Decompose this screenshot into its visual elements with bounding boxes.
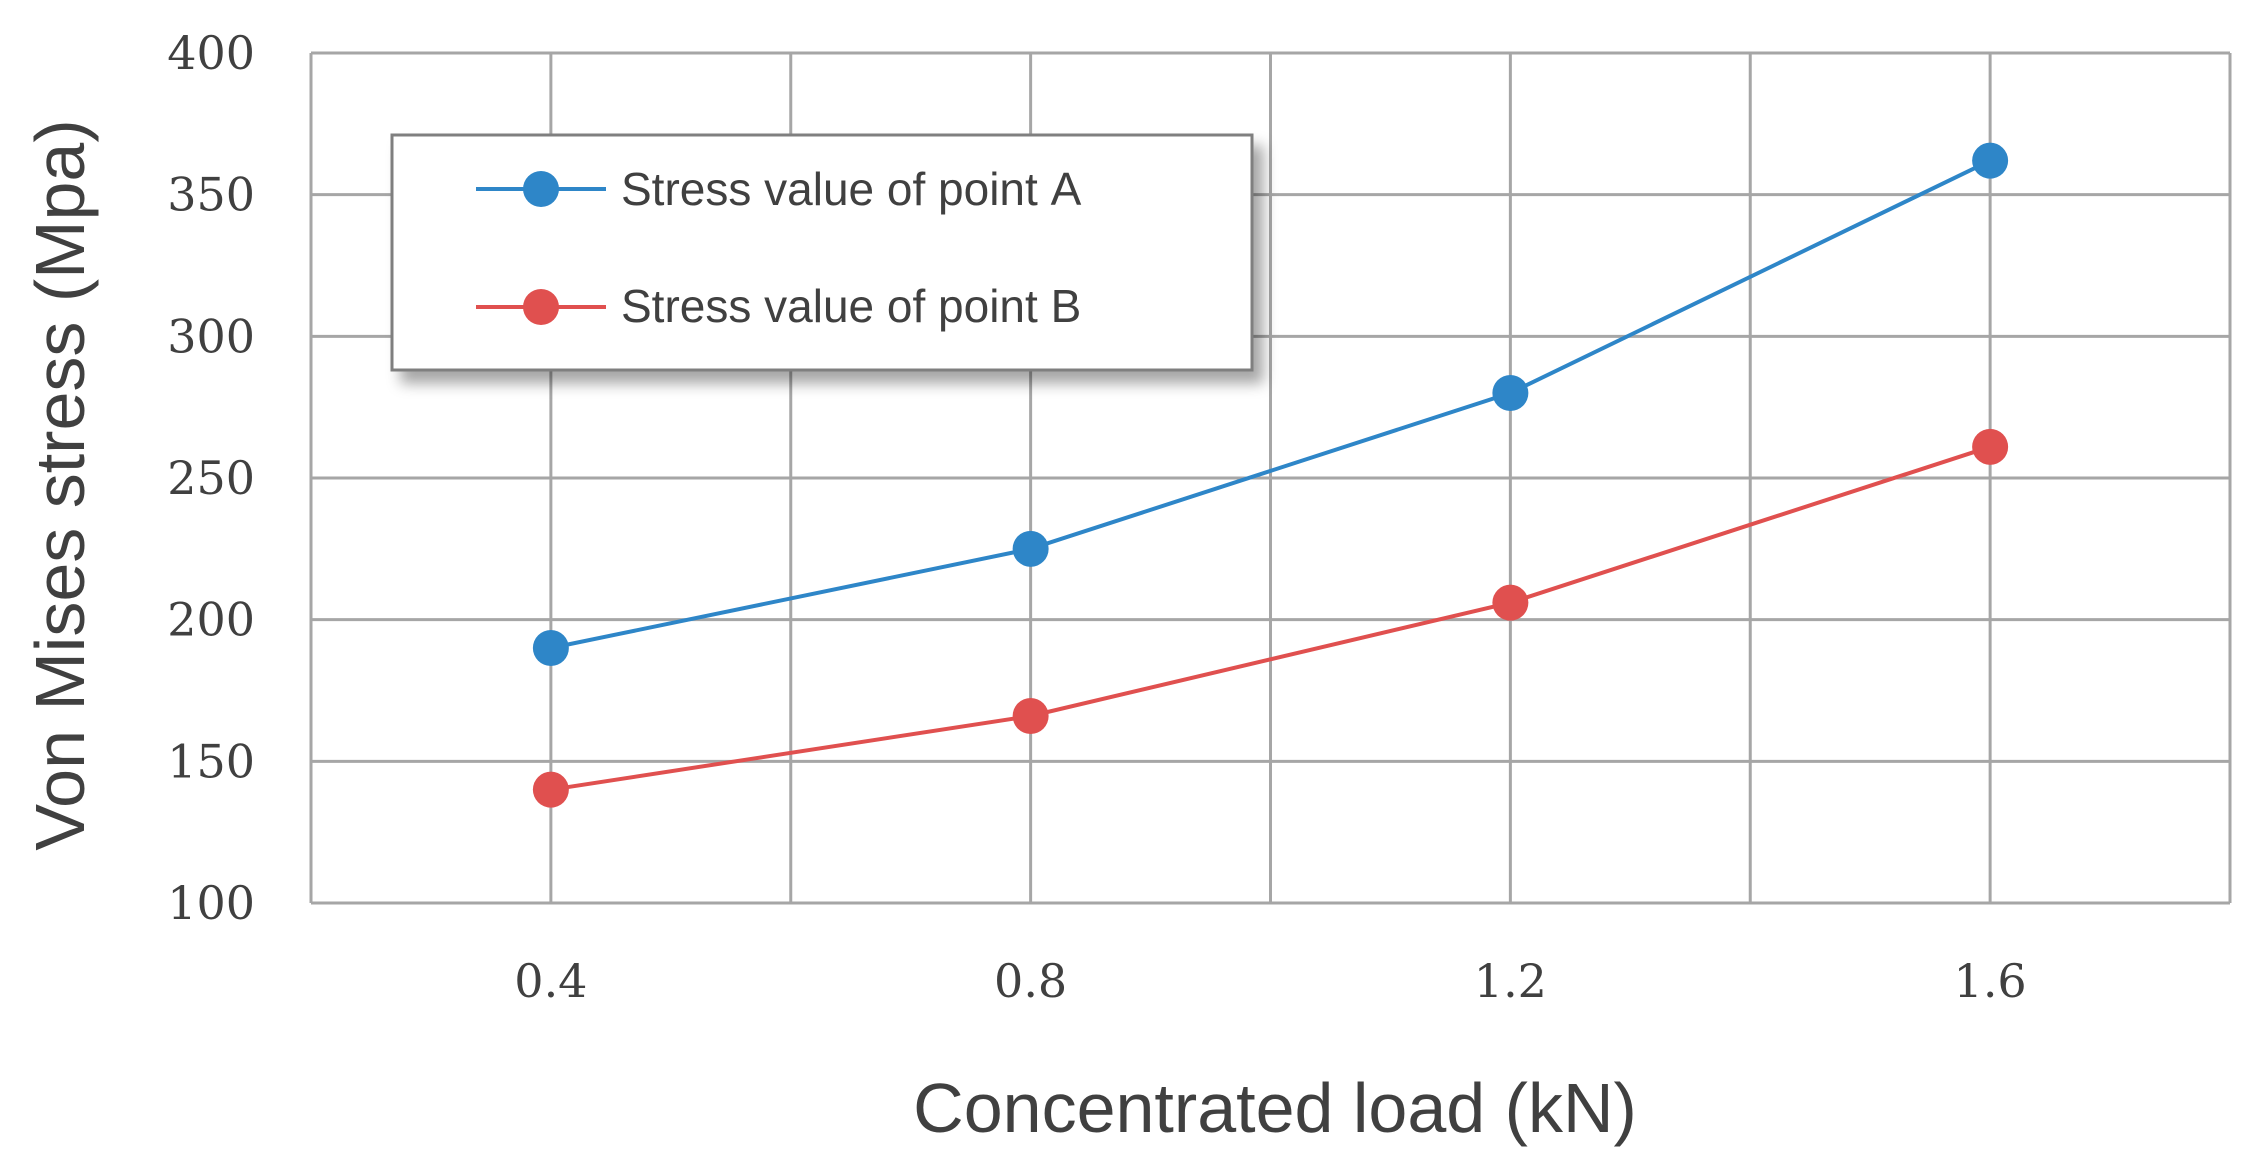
x-tick-label-1.6: 1.6 (1954, 954, 2027, 1008)
x-tick-label-0.4: 0.4 (514, 954, 587, 1008)
series-point-b (532, 428, 2009, 808)
x-axis-title: Concentrated load (kN) (913, 1069, 1637, 1147)
legend-label-a: Stress value of point A (621, 163, 1082, 215)
series-line-a (550, 158, 1991, 650)
x-tick-label-0.8: 0.8 (994, 954, 1067, 1008)
series-line-b (550, 444, 1991, 792)
data-point-a-1.2 (1492, 375, 1529, 411)
y-tick-label-200: 200 (167, 593, 255, 647)
series-group (532, 142, 2009, 808)
legend: Stress value of point A Stress value of … (390, 133, 1254, 372)
legend-marker-a (523, 171, 559, 207)
x-tick-label-1.2: 1.2 (1474, 954, 1547, 1008)
data-point-b-1.6 (1972, 428, 2009, 465)
series-point-a (532, 142, 2009, 666)
data-point-a-0.8 (1012, 530, 1049, 567)
legend-label-b: Stress value of point B (621, 280, 1081, 332)
y-tick-label-300: 300 (167, 309, 255, 363)
y-tick-label-100: 100 (167, 876, 255, 930)
legend-marker-b (523, 289, 559, 325)
y-tick-label-150: 150 (167, 734, 255, 788)
data-point-b-1.2 (1492, 584, 1529, 621)
data-point-a-1.6 (1972, 142, 2009, 179)
axes: 100 150 200 250 300 350 400 0.4 0.8 1.2 1.6 (167, 26, 2027, 1008)
data-point-b-0.8 (1012, 698, 1049, 734)
y-tick-label-250: 250 (167, 451, 255, 505)
y-tick-label-400: 400 (167, 26, 255, 80)
data-point-a-0.4 (532, 630, 569, 666)
y-tick-label-350: 350 (167, 168, 255, 222)
data-point-b-0.4 (532, 771, 569, 808)
y-axis-title: Von Mises stress (Mpa) (21, 119, 99, 850)
